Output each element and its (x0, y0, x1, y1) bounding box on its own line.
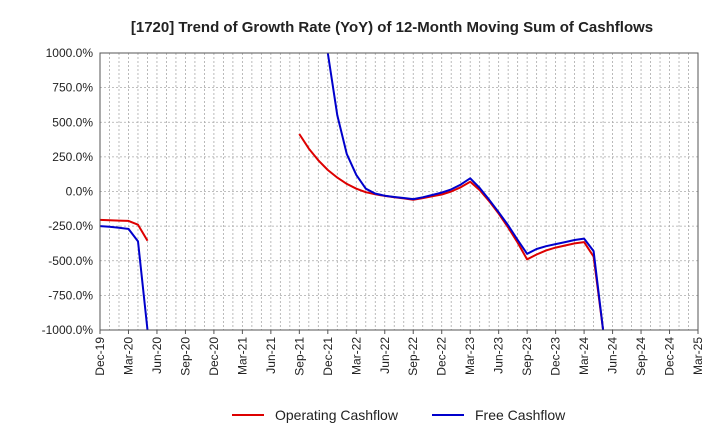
x-tick-label: Dec-19 (93, 337, 107, 376)
x-tick-label: Mar-24 (577, 337, 591, 375)
x-tick-label: Sep-21 (292, 337, 306, 376)
series-line-free-cashflow (326, 53, 605, 330)
x-tick-label: Jun-23 (492, 337, 506, 374)
x-axis-ticks: Dec-19 Mar-20 Jun-20 Sep-20 Dec-20 Mar-21 Jun-… (93, 330, 705, 376)
x-tick-label: Dec-22 (435, 337, 449, 376)
legend: Operating Cashflow Free Cashflow (232, 407, 566, 423)
y-tick-label: 750.0% (52, 81, 93, 95)
x-tick-label: Dec-23 (549, 337, 563, 376)
legend-label: Operating Cashflow (275, 407, 399, 423)
y-tick-label: -1000.0% (42, 323, 94, 337)
x-tick-label: Mar-25 (691, 337, 705, 375)
series-line-free-cashflow (100, 225, 149, 330)
x-tick-label: Dec-20 (207, 337, 221, 376)
y-tick-label: -750.0% (48, 288, 93, 302)
x-tick-label: Mar-20 (121, 337, 135, 375)
x-tick-label: Sep-24 (634, 337, 648, 376)
x-tick-label: Jun-21 (264, 337, 278, 374)
x-tick-label: Jun-24 (606, 337, 620, 374)
x-tick-label: Sep-23 (520, 337, 534, 376)
series-line-operating-cashflow (100, 218, 149, 242)
y-axis-ticks: 1000.0% 750.0% 500.0% 250.0% 0.0% -250.0% -500… (42, 46, 94, 337)
y-tick-label: -250.0% (48, 219, 93, 233)
x-tick-label: Dec-24 (663, 337, 677, 376)
x-tick-label: Jun-20 (150, 337, 164, 374)
x-tick-label: Mar-22 (349, 337, 363, 375)
legend-label: Free Cashflow (475, 407, 566, 423)
x-tick-label: Jun-22 (378, 337, 392, 374)
series-line-operating-cashflow (298, 133, 605, 330)
grid (100, 53, 698, 330)
x-tick-label: Dec-21 (321, 337, 335, 376)
chart-title: [1720] Trend of Growth Rate (YoY) of 12-… (131, 19, 653, 36)
y-tick-label: 0.0% (66, 185, 94, 199)
x-tick-label: Mar-21 (235, 337, 249, 375)
series-lines (100, 53, 605, 330)
y-tick-label: 1000.0% (46, 46, 94, 60)
plot-frame (99, 52, 699, 331)
y-tick-label: 500.0% (52, 115, 93, 129)
x-tick-label: Mar-23 (463, 337, 477, 375)
x-tick-label: Sep-20 (178, 337, 192, 376)
x-tick-label: Sep-22 (406, 337, 420, 376)
y-tick-label: 250.0% (52, 150, 93, 164)
y-tick-label: -500.0% (48, 254, 93, 268)
